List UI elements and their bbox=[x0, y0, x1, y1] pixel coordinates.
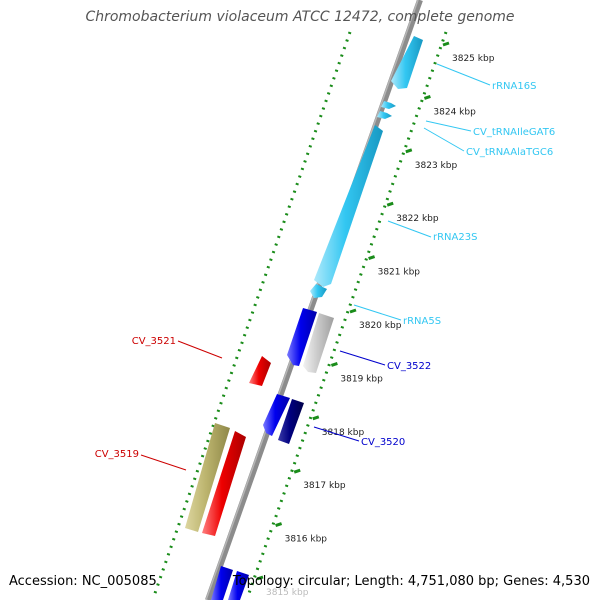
gc-track-outer bbox=[152, 31, 352, 597]
tick-mark bbox=[312, 415, 320, 421]
tick-label: 3816 kbp bbox=[285, 535, 328, 545]
tick-label: 3815 kbp bbox=[266, 588, 309, 598]
genome-backbone-highlight bbox=[205, 0, 419, 600]
tick-mark bbox=[349, 308, 357, 314]
gene-bottom-1-shape[interactable] bbox=[211, 566, 233, 600]
tick-label: 3821 kbp bbox=[378, 268, 421, 278]
callout-line-cv-3522 bbox=[339, 350, 386, 366]
tick-label: 3819 kbp bbox=[340, 374, 383, 384]
gene-cv-3520-neighbor-shape[interactable] bbox=[278, 399, 304, 444]
gene-bottom-2-shape[interactable] bbox=[228, 571, 249, 600]
feature-trna-ile-shape[interactable] bbox=[381, 101, 396, 109]
label-cv-3520[interactable]: CV_3520 bbox=[361, 437, 405, 448]
label-cv-3522[interactable]: CV_3522 bbox=[387, 361, 431, 372]
gene-grey-shape[interactable] bbox=[303, 313, 334, 373]
callout-line-rrna23s bbox=[387, 220, 432, 238]
label-rrna23s[interactable]: rRNA23S bbox=[433, 232, 477, 243]
tick-label: 3817 kbp bbox=[303, 481, 346, 491]
tick-label: 3823 kbp bbox=[415, 161, 458, 171]
gene-cv-3522-shape[interactable] bbox=[287, 308, 317, 366]
callout-line-trna-ile bbox=[425, 120, 472, 132]
callout-line-rrna16s bbox=[436, 63, 491, 86]
tick-mark bbox=[256, 575, 264, 581]
tick-mark bbox=[368, 255, 376, 261]
callout-line-cv-3521 bbox=[177, 340, 223, 359]
tick-mark bbox=[330, 361, 338, 367]
label-trna-ala[interactable]: CV_tRNAAlaTGC6 bbox=[466, 147, 553, 158]
label-trna-ile[interactable]: CV_tRNAIleGAT6 bbox=[473, 127, 555, 138]
tick-label: 3825 kbp bbox=[452, 54, 495, 64]
tick-mark bbox=[423, 94, 431, 100]
label-cv-3521[interactable]: CV_3521 bbox=[132, 336, 176, 347]
gene-olive-shape[interactable] bbox=[185, 423, 230, 532]
tick-mark bbox=[405, 148, 413, 154]
callout-line-rrna5s bbox=[353, 304, 402, 321]
tick-mark bbox=[293, 468, 301, 474]
tick-mark bbox=[386, 201, 394, 207]
callout-line-trna-ala bbox=[423, 127, 465, 152]
label-cv-3519[interactable]: CV_3519 bbox=[95, 449, 139, 460]
feature-trna-ala-shape[interactable] bbox=[377, 111, 392, 119]
feature-rrna23s-shape[interactable] bbox=[314, 125, 383, 287]
genome-backbone bbox=[205, 0, 423, 600]
gc-track-inner bbox=[246, 31, 448, 597]
feature-rrna16s-shape[interactable] bbox=[391, 36, 423, 89]
gene-cv-3520-shape[interactable] bbox=[263, 394, 290, 436]
map-title: Chromobacterium violaceum ATCC 12472, co… bbox=[85, 9, 515, 25]
callout-line-cv-3520 bbox=[313, 426, 360, 442]
feature-rrna5s-shape[interactable] bbox=[310, 284, 327, 298]
tick-mark bbox=[442, 41, 450, 47]
tick-label: 3820 kbp bbox=[359, 321, 402, 331]
topology-summary: Topology: circular; Length: 4,751,080 bp… bbox=[232, 574, 590, 589]
accession-text: Accession: NC_005085 bbox=[9, 574, 157, 589]
tick-label: 3818 kbp bbox=[322, 428, 365, 438]
label-rrna16s[interactable]: rRNA16S bbox=[492, 81, 536, 92]
tick-mark bbox=[275, 522, 283, 528]
feature-labels: rRNA16S CV_tRNAIleGAT6 CV_tRNAAlaTGC6 rR… bbox=[95, 63, 555, 471]
gene-cv-3521-shape[interactable] bbox=[249, 356, 271, 386]
label-rrna5s[interactable]: rRNA5S bbox=[403, 316, 441, 327]
tick-label: 3822 kbp bbox=[396, 214, 439, 224]
tick-label: 3824 kbp bbox=[433, 107, 476, 117]
gene-cv-3519-shape[interactable] bbox=[202, 431, 246, 536]
tick-track: 3825 kbp 3824 kbp 3823 kbp 3822 kbp 3821 kbp… bbox=[256, 41, 495, 598]
callout-line-cv-3519 bbox=[140, 454, 187, 471]
